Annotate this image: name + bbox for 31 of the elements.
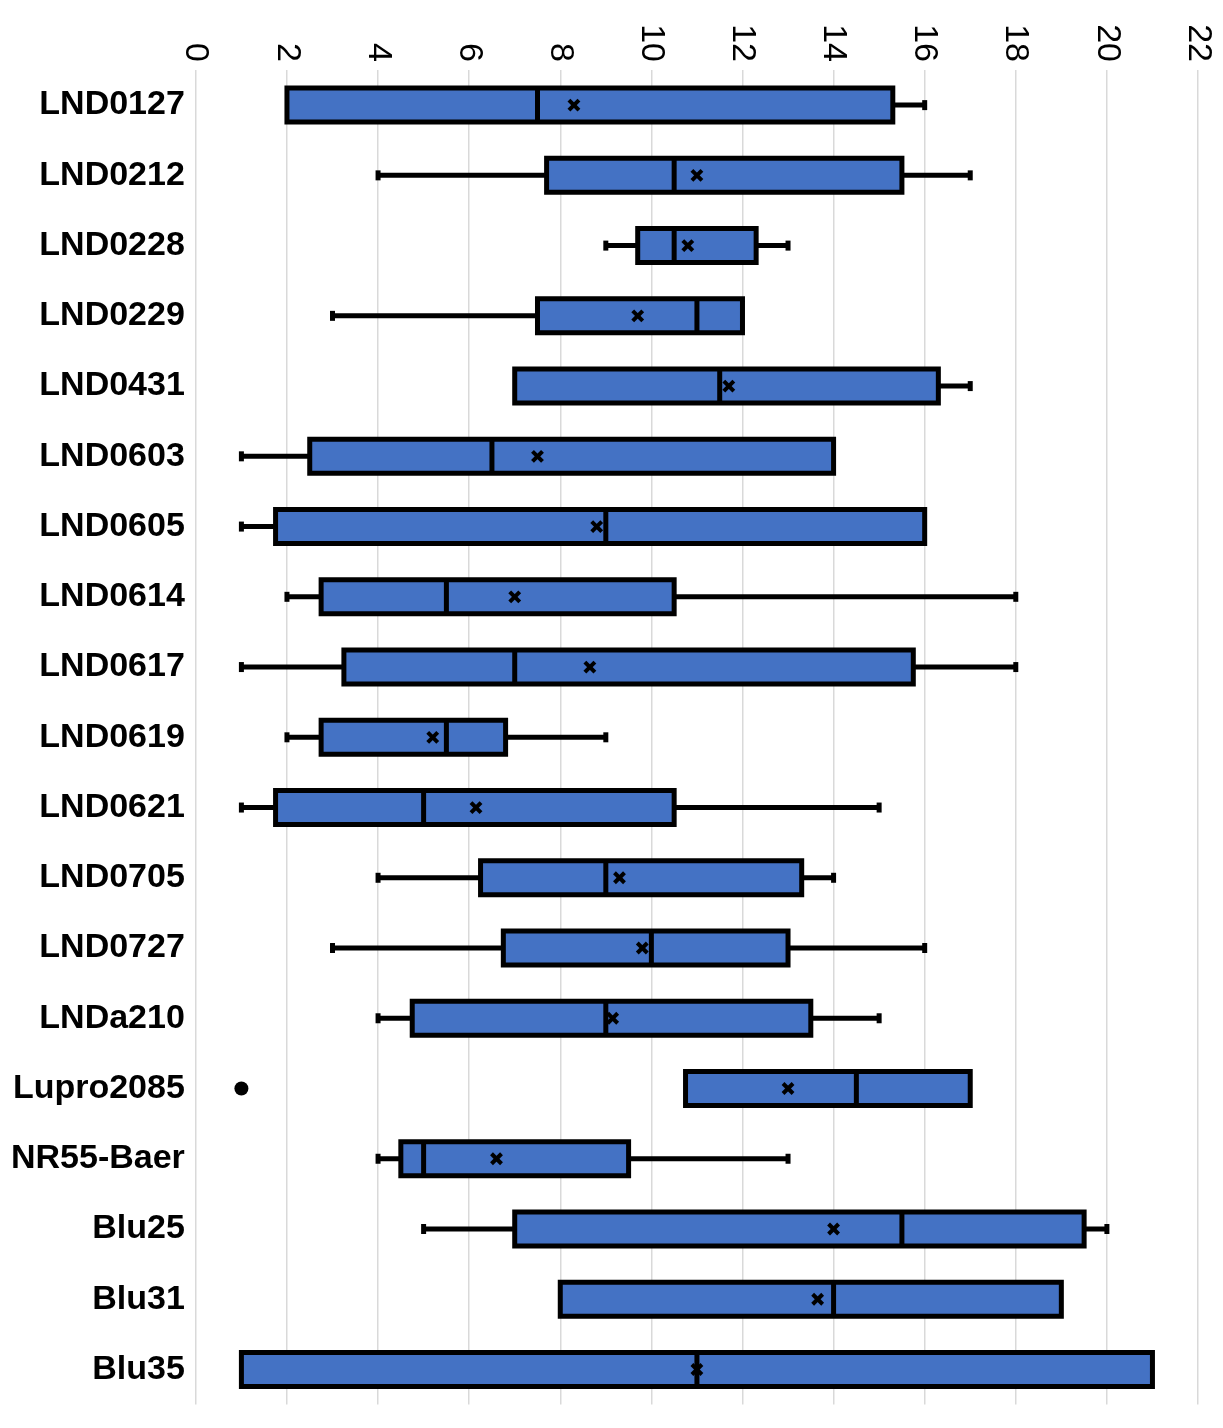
x-tick-label: 22 [1181,24,1220,62]
y-tick-label: Blu25 [92,1207,185,1246]
y-tick-label: LND0603 [39,434,185,473]
y-tick-label: LND0705 [39,856,185,895]
x-tick-label: 4 [361,43,400,62]
x-tick-label: 20 [1090,24,1129,62]
y-tick-label: LNDa210 [39,996,185,1035]
x-tick-label: 10 [635,24,673,62]
x-tick-label: 16 [908,24,947,62]
y-tick-label: LND0605 [39,504,185,543]
x-tick-label: 0 [179,43,218,62]
x-tick-label: 8 [543,43,582,62]
y-tick-label: LND0727 [39,926,185,965]
y-tick-label: Blu31 [92,1277,185,1316]
x-tick-label: 14 [817,24,856,62]
x-tick-label: 12 [726,24,765,62]
x-tick-label: 18 [999,24,1038,62]
y-tick-label: LND0228 [39,223,185,262]
y-tick-label: LND0229 [39,294,185,333]
y-tick-label: LND0617 [39,645,185,684]
y-tick-label: LND0127 [39,83,185,122]
y-tick-label: LND0619 [39,715,185,754]
x-tick-label: 6 [452,43,491,62]
y-tick-label: LND0212 [39,153,185,192]
y-tick-label: Lupro2085 [12,1066,185,1105]
x-tick-label: 2 [270,43,309,62]
y-tick-label: Blu35 [92,1347,185,1386]
y-tick-label: NR55-Baer [10,1137,185,1176]
y-tick-label: LND0431 [39,364,185,403]
y-tick-label: LND0614 [39,575,185,614]
y-tick-label: LND0621 [39,785,185,824]
